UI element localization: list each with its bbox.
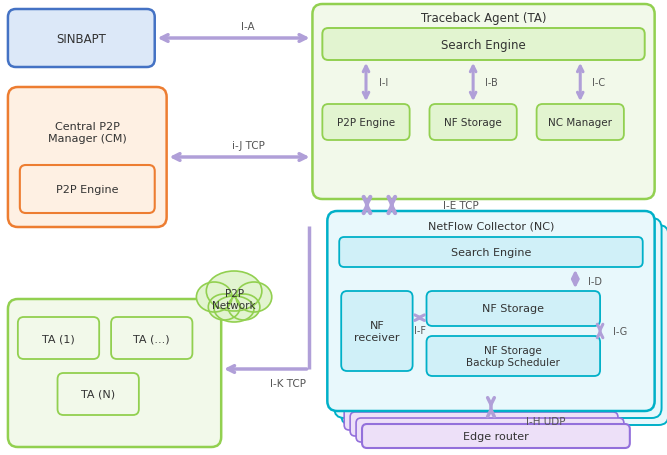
FancyBboxPatch shape (426, 291, 600, 326)
Ellipse shape (208, 294, 240, 320)
FancyBboxPatch shape (536, 105, 624, 141)
FancyBboxPatch shape (430, 105, 517, 141)
Ellipse shape (206, 271, 262, 311)
FancyBboxPatch shape (344, 406, 612, 430)
FancyBboxPatch shape (8, 10, 155, 68)
Text: SINBAPT: SINBAPT (57, 32, 106, 46)
FancyBboxPatch shape (340, 238, 643, 268)
Text: I-K TCP: I-K TCP (269, 378, 305, 388)
Text: P2P
Network: P2P Network (212, 288, 256, 310)
FancyBboxPatch shape (322, 105, 410, 141)
Text: Central P2P
Manager (CM): Central P2P Manager (CM) (48, 122, 127, 143)
Ellipse shape (214, 296, 254, 322)
Text: NF Storage: NF Storage (444, 118, 502, 128)
Ellipse shape (236, 283, 271, 312)
Text: I-B: I-B (485, 78, 498, 88)
Text: NC Manager: NC Manager (548, 118, 612, 128)
Text: I-I: I-I (380, 78, 388, 88)
Text: I-C: I-C (592, 78, 605, 88)
Text: i-J TCP: i-J TCP (231, 141, 264, 151)
FancyBboxPatch shape (362, 424, 630, 448)
Text: NetFlow Collector (NC): NetFlow Collector (NC) (428, 221, 554, 231)
Text: Search Engine: Search Engine (451, 248, 531, 258)
Text: I-G: I-G (613, 326, 627, 336)
FancyBboxPatch shape (322, 29, 645, 61)
Text: I-A: I-A (241, 22, 255, 32)
Text: TA (...): TA (...) (133, 333, 170, 343)
FancyBboxPatch shape (356, 418, 624, 442)
FancyBboxPatch shape (8, 88, 167, 228)
FancyBboxPatch shape (342, 226, 667, 425)
Text: I-H UDP: I-H UDP (526, 416, 565, 426)
Text: I-F: I-F (414, 325, 426, 335)
FancyBboxPatch shape (8, 299, 221, 447)
Text: Search Engine: Search Engine (441, 38, 526, 51)
FancyBboxPatch shape (20, 166, 155, 213)
Text: TA (N): TA (N) (81, 389, 115, 399)
FancyBboxPatch shape (57, 373, 139, 415)
FancyBboxPatch shape (327, 212, 654, 411)
FancyBboxPatch shape (111, 317, 192, 359)
FancyBboxPatch shape (312, 5, 654, 200)
FancyBboxPatch shape (18, 317, 99, 359)
Text: I-D: I-D (588, 276, 602, 286)
Text: NF
receiver: NF receiver (354, 320, 400, 342)
Ellipse shape (196, 283, 232, 312)
Text: P2P Engine: P2P Engine (337, 118, 395, 128)
FancyBboxPatch shape (350, 412, 618, 436)
Ellipse shape (228, 294, 260, 320)
Text: I-E TCP: I-E TCP (444, 201, 479, 211)
FancyBboxPatch shape (342, 291, 413, 371)
Text: NF Storage: NF Storage (482, 304, 544, 314)
Text: Edge router: Edge router (463, 431, 529, 441)
Text: Traceback Agent (TA): Traceback Agent (TA) (421, 11, 546, 25)
FancyBboxPatch shape (334, 218, 662, 418)
FancyBboxPatch shape (426, 336, 600, 376)
Text: P2P Engine: P2P Engine (56, 185, 119, 195)
Text: TA (1): TA (1) (42, 333, 75, 343)
Text: NF Storage
Backup Scheduler: NF Storage Backup Scheduler (466, 345, 560, 367)
